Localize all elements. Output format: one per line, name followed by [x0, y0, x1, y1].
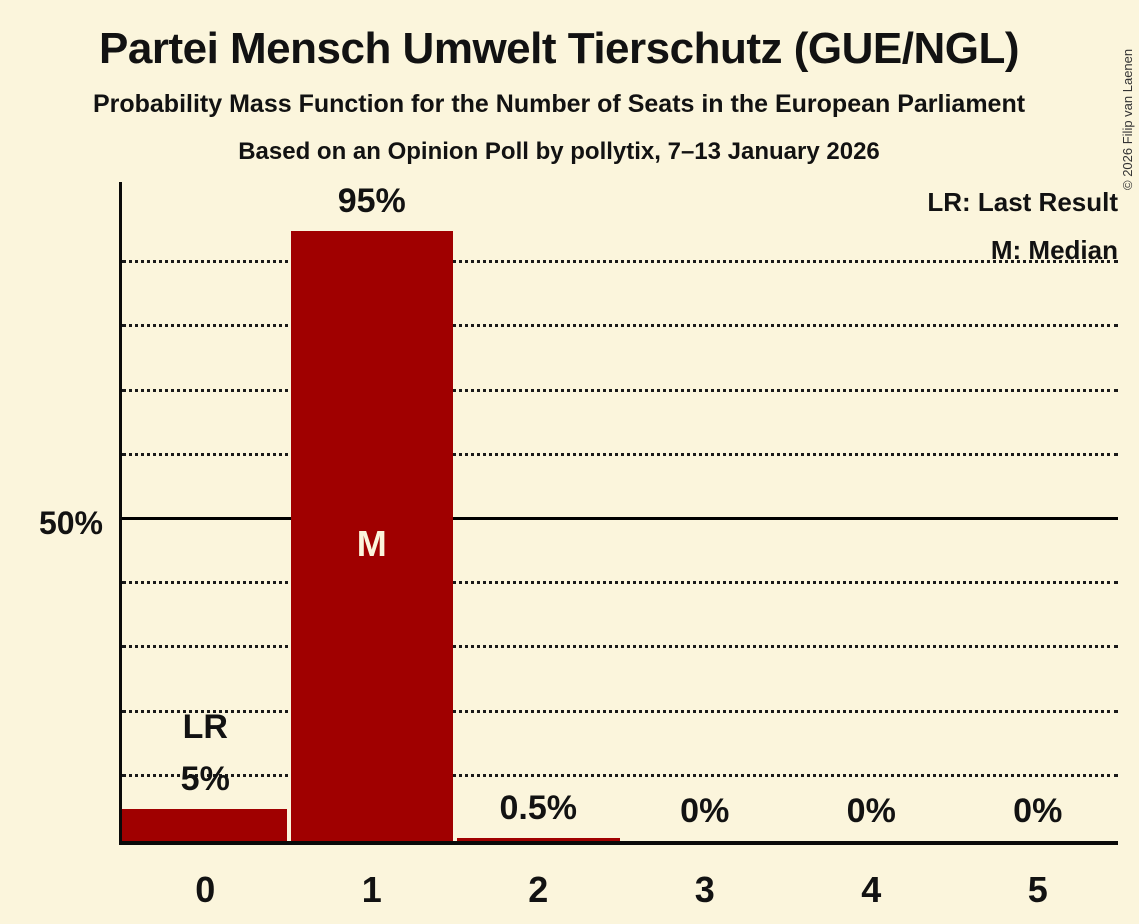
legend-median: M: Median	[990, 235, 1118, 265]
last-result-annotation: LR	[182, 707, 228, 746]
y-axis-50-percent-label: 50%	[38, 505, 103, 541]
gridline-10-percent	[122, 773, 1118, 777]
gridline-30-percent	[122, 645, 1118, 649]
x-axis-tick-2: 2	[528, 869, 549, 910]
chart-title: Partei Mensch Umwelt Tierschutz (GUE/NGL…	[99, 24, 1019, 73]
gridline-90-percent	[122, 260, 1118, 264]
bar-value-label-seat-5: 0%	[1013, 792, 1063, 830]
bar-value-label-seat-4: 0%	[846, 792, 896, 830]
copyright-notice: © 2026 Filip van Laenen	[1120, 48, 1135, 190]
gridline-40-percent	[122, 581, 1118, 585]
x-axis-tick-1: 1	[361, 869, 382, 910]
x-axis-tick-3: 3	[694, 869, 715, 910]
gridline-20-percent	[122, 709, 1118, 713]
gridline-60-percent	[122, 452, 1118, 456]
bar-seat-1	[290, 231, 453, 841]
bar-value-label-seat-1: 95%	[337, 182, 406, 221]
gridline-80-percent	[122, 324, 1118, 328]
gridline-70-percent	[122, 388, 1118, 392]
gridline-50-percent	[122, 517, 1118, 520]
plot-area: 5% 0 95% 1 0.5% 2 0% 3 0% 4 0% 5 LR M	[119, 182, 1118, 910]
bar-value-label-seat-2: 0.5%	[499, 788, 578, 827]
chart-subtitle: Probability Mass Function for the Number…	[92, 90, 1026, 118]
bar-seat-0	[122, 808, 287, 841]
bar-seat-2	[457, 837, 620, 841]
bar-value-label-seat-3: 0%	[680, 792, 730, 830]
chart-poll-source: Based on an Opinion Poll by pollytix, 7–…	[238, 138, 880, 165]
bar-value-label-seat-0: 5%	[180, 759, 230, 798]
x-axis-tick-0: 0	[195, 869, 216, 910]
median-annotation: M	[356, 523, 387, 564]
legend-last-result: LR: Last Result	[927, 187, 1118, 217]
x-axis-tick-5: 5	[1027, 869, 1048, 910]
x-axis-tick-4: 4	[861, 869, 882, 910]
